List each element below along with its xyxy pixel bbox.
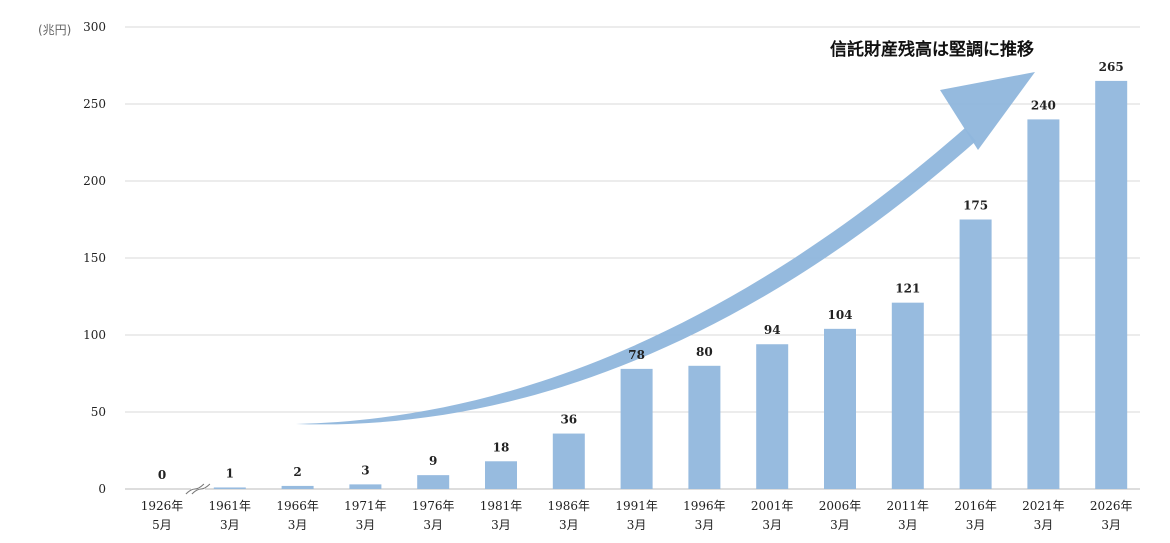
x-tick-label-year: 2026年 [1090,499,1133,513]
x-tick-label-year: 2016年 [954,499,997,513]
bar-value-label: 94 [764,323,781,337]
x-tick-label-year: 1976年 [412,499,455,513]
bar [1027,119,1060,490]
y-axis-ticks: 0 50 100 150 200 250 300 [83,20,106,496]
bar-value-label: 2 [293,465,301,479]
bar-value-label: 1 [226,466,234,480]
y-tick-label: 150 [83,251,106,265]
x-tick-label-year: 2021年 [1022,499,1065,513]
y-tick-label: 250 [83,97,106,111]
growth-arrow-icon [296,72,1035,425]
x-tick-label-month: 3月 [762,518,782,532]
bar [891,302,924,489]
bar [213,487,246,489]
x-tick-label-month: 3月 [559,518,579,532]
x-axis-labels: 1926年 5月 1961年 3月 1966年 3月 1971年 3月 1976年 3月 1981年… [141,499,1133,532]
x-tick-label-month: 3月 [966,518,986,532]
x-tick-label-month: 3月 [830,518,850,532]
x-tick-label-year: 1986年 [548,499,591,513]
y-tick-label: 300 [83,20,106,34]
x-tick-label-year: 1966年 [276,499,319,513]
bar [688,365,721,489]
y-tick-label: 100 [83,328,106,342]
arrow-head [940,72,1035,150]
x-tick-label-year: 1981年 [480,499,523,513]
bar [281,485,314,489]
bar-value-label: 265 [1099,60,1124,74]
bar-value-label: 3 [361,463,369,477]
x-tick-label-month: 3月 [627,518,647,532]
bar-value-label: 240 [1031,98,1056,112]
x-tick-label-month: 3月 [695,518,715,532]
bar-value-label: 18 [493,440,510,454]
bar-value-label: 175 [963,199,988,213]
bar-value-label: 9 [429,454,437,468]
x-tick-label-month: 3月 [491,518,511,532]
bars [213,80,1128,490]
axis-break-icon [185,483,211,495]
x-tick-label-year: 1926年 [141,499,184,513]
x-tick-label-month: 3月 [288,518,308,532]
bar-value-labels: 0 1 2 3 9 18 36 78 80 94 104 121 175 240 265 [158,60,1124,482]
bar [959,219,992,489]
bar [620,368,653,489]
gridlines [125,26,1140,490]
y-tick-label: 50 [91,405,106,419]
x-tick-label-year: 2006年 [819,499,862,513]
x-tick-label-month: 3月 [220,518,240,532]
x-tick-label-month: 3月 [1101,518,1121,532]
bar-value-label: 121 [895,282,920,296]
bar [417,475,450,489]
bar [552,433,585,489]
trend-annotation: 信託財産残高は堅調に推移 [830,39,1034,60]
x-tick-label-year: 1961年 [209,499,252,513]
y-tick-label: 200 [83,174,106,188]
bar [1095,80,1128,490]
x-tick-label-year: 1991年 [615,499,658,513]
bar [824,328,856,489]
x-tick-label-year: 2011年 [887,499,930,513]
bar-value-label: 78 [628,348,645,362]
bar-value-label: 80 [696,345,713,359]
x-tick-label-year: 1996年 [683,499,726,513]
y-axis-unit-label: (兆円) [38,23,71,37]
x-tick-label-year: 2001年 [751,499,794,513]
bar [485,461,517,489]
bar [349,484,382,489]
axis-break-stroke [185,483,205,495]
x-tick-label-month: 3月 [898,518,918,532]
x-tick-label-year: 1971年 [344,499,387,513]
x-tick-label-month: 5月 [152,518,172,532]
x-tick-label-month: 3月 [1034,518,1054,532]
axis-break-stroke [191,483,211,495]
bar-value-label: 36 [560,413,577,427]
y-tick-label: 0 [98,482,106,496]
bar-value-label: 0 [158,468,166,482]
bar-value-label: 104 [827,308,852,322]
bar [756,344,789,489]
x-tick-label-month: 3月 [356,518,376,532]
x-tick-label-month: 3月 [423,518,443,532]
